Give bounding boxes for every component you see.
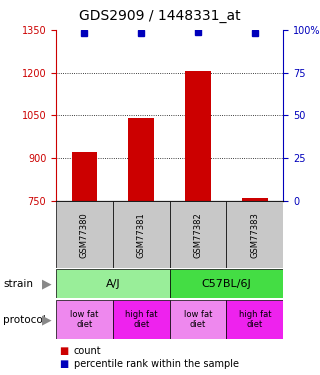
Text: GDS2909 / 1448331_at: GDS2909 / 1448331_at — [79, 9, 241, 23]
Text: high fat
diet: high fat diet — [125, 310, 157, 329]
Bar — [113, 201, 170, 268]
Bar — [185, 71, 211, 201]
Bar — [227, 201, 283, 268]
Bar — [170, 201, 227, 268]
Text: ■: ■ — [59, 346, 68, 355]
Text: low fat
diet: low fat diet — [184, 310, 212, 329]
Bar — [242, 198, 268, 201]
Text: count: count — [74, 346, 101, 355]
Bar — [170, 300, 227, 339]
Text: A/J: A/J — [106, 279, 120, 289]
Text: GSM77383: GSM77383 — [250, 212, 259, 258]
Bar — [56, 269, 170, 298]
Bar — [128, 118, 154, 201]
Text: strain: strain — [3, 279, 33, 289]
Bar — [72, 152, 97, 201]
Text: GSM77382: GSM77382 — [194, 212, 203, 258]
Text: C57BL/6J: C57BL/6J — [202, 279, 251, 289]
Text: percentile rank within the sample: percentile rank within the sample — [74, 359, 239, 369]
Text: low fat
diet: low fat diet — [70, 310, 99, 329]
Bar — [113, 300, 170, 339]
Bar — [227, 300, 283, 339]
Bar — [170, 269, 283, 298]
Text: high fat
diet: high fat diet — [238, 310, 271, 329]
Text: ▶: ▶ — [42, 277, 51, 290]
Text: ■: ■ — [59, 359, 68, 369]
Bar — [56, 201, 113, 268]
Text: GSM77381: GSM77381 — [137, 212, 146, 258]
Text: ▶: ▶ — [42, 313, 51, 326]
Text: GSM77380: GSM77380 — [80, 212, 89, 258]
Text: protocol: protocol — [3, 315, 46, 325]
Bar — [56, 300, 113, 339]
